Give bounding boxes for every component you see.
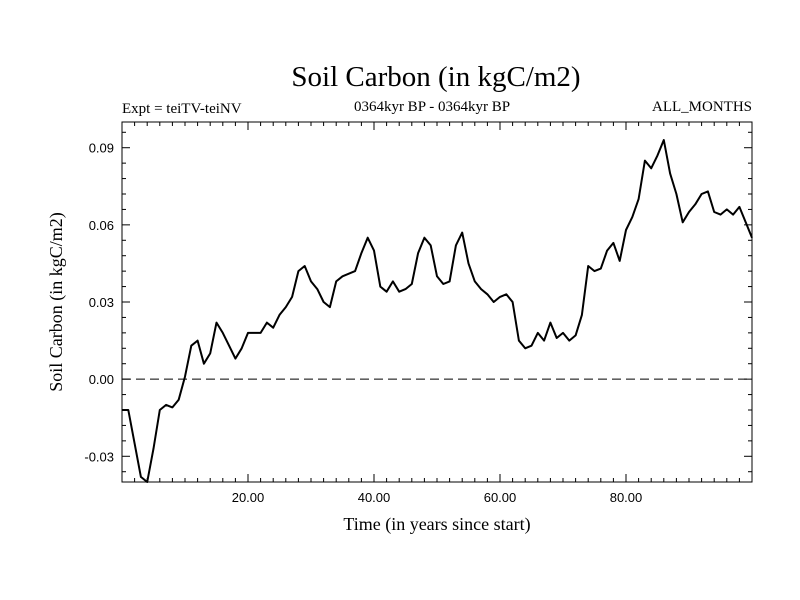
y-tick-label: -0.03 xyxy=(84,449,114,464)
soil-carbon-series-line xyxy=(122,139,753,483)
plot-frame xyxy=(121,121,753,483)
experiment-label: Expt = teiTV-teiNV xyxy=(122,101,242,117)
y-tick-label: 0.00 xyxy=(89,372,114,387)
y-tick-label: 0.09 xyxy=(89,141,114,156)
x-axis-label: Time (in years since start) xyxy=(343,514,530,535)
y-tick-label: 0.06 xyxy=(89,218,114,233)
y-axis-ticks: -0.03 0.00 0.03 0.06 0.09 xyxy=(84,131,752,473)
y-tick-label: 0.03 xyxy=(89,295,114,310)
x-axis-ticks: 20.00 40.00 60.00 80.00 xyxy=(121,122,753,505)
x-tick-label: 20.00 xyxy=(232,490,265,505)
period-label: 0364kyr BP - 0364kyr BP xyxy=(354,99,510,115)
y-axis-label: Soil Carbon (in kgC/m2) xyxy=(46,212,67,392)
x-tick-label: 80.00 xyxy=(610,490,643,505)
x-tick-label: 60.00 xyxy=(484,490,517,505)
chart-title: Soil Carbon (in kgC/m2) xyxy=(291,61,580,93)
months-label: ALL_MONTHS xyxy=(652,99,752,115)
x-tick-label: 40.00 xyxy=(358,490,391,505)
